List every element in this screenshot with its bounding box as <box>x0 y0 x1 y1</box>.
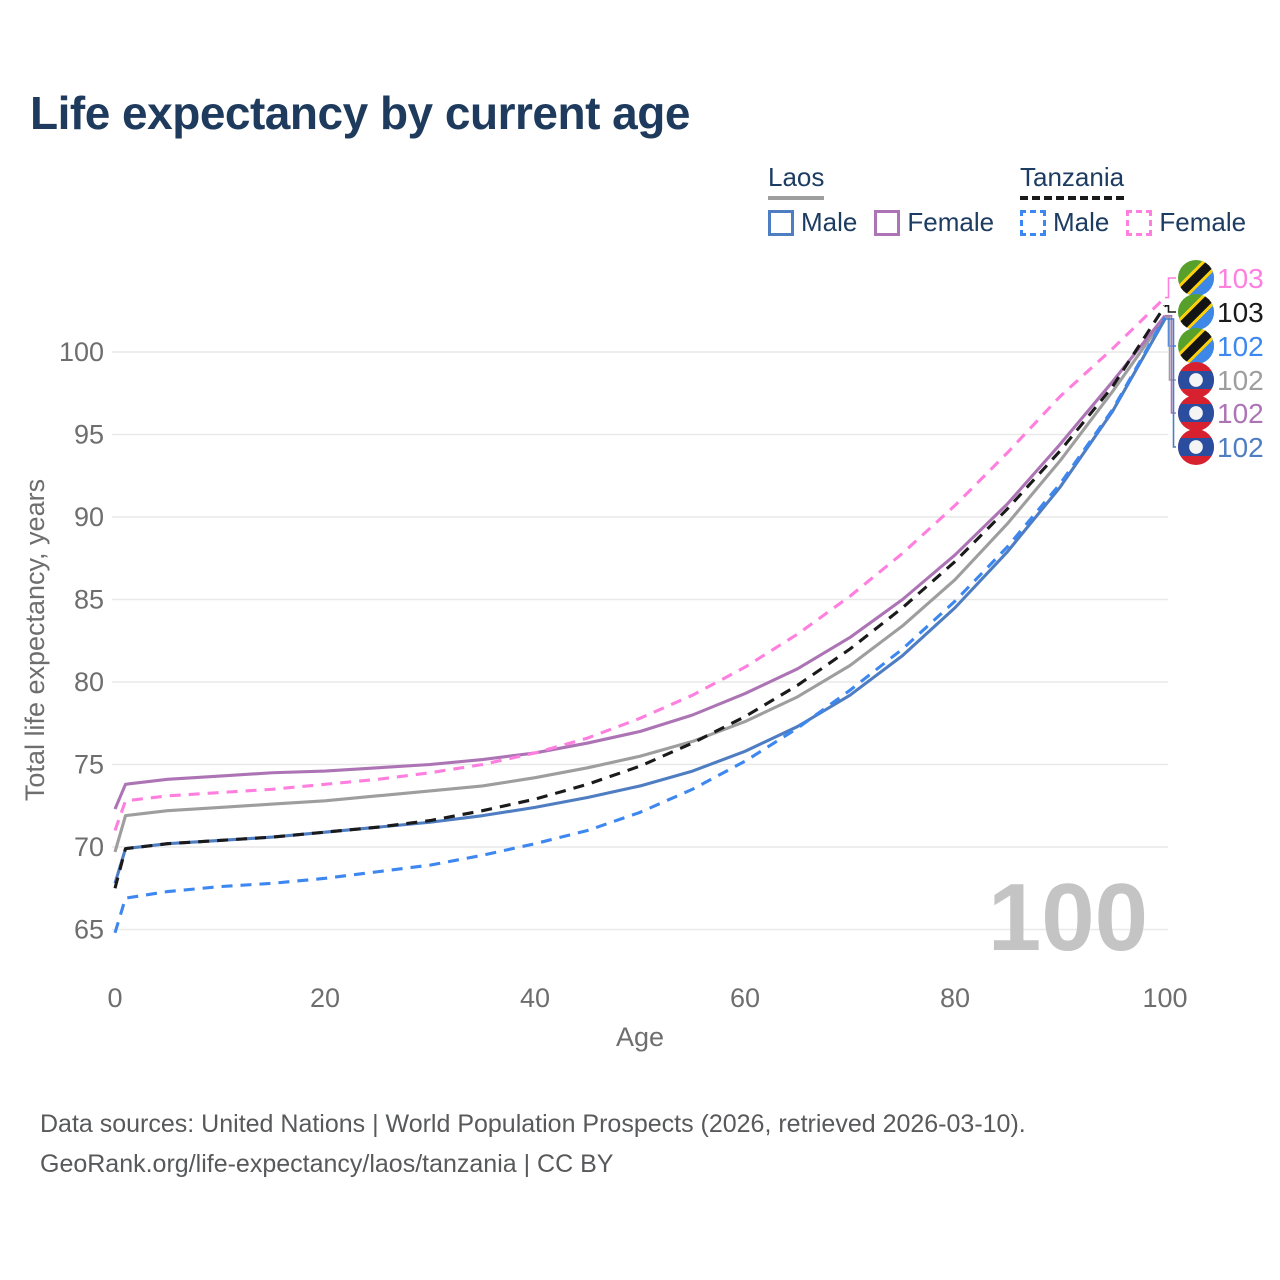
legend-header-laos: Laos <box>768 162 825 200</box>
y-tick-label: 75 <box>74 750 104 780</box>
axis-labels: 65 70 75 80 85 90 95 100 0 20 40 60 80 100 Age Total li… <box>20 337 1188 1052</box>
tanzania-flag-icon <box>1178 260 1214 296</box>
y-tick-label: 90 <box>74 502 104 532</box>
laos-male-swatch-icon <box>768 209 794 236</box>
series-line-tanzania-female[interactable] <box>113 296 1167 832</box>
legend-group-laos: Laos Male Female <box>768 162 994 238</box>
x-tick-label: 20 <box>310 983 340 1013</box>
leader-line <box>1165 304 1176 313</box>
x-tick-label: 100 <box>1142 983 1187 1013</box>
tanzania-flag-icon <box>1178 294 1214 330</box>
series-line-laos-both-sexes[interactable] <box>113 316 1167 853</box>
leader-line <box>1165 314 1176 414</box>
y-tick-label: 80 <box>74 667 104 697</box>
leader-line <box>1165 277 1176 299</box>
x-tick-label: 40 <box>520 983 550 1013</box>
legend-header-tanzania: Tanzania <box>1020 162 1125 200</box>
end-value-label: 102 <box>1217 365 1264 396</box>
series-line-tanzania-male[interactable] <box>113 316 1167 934</box>
x-tick-label: 80 <box>940 983 970 1013</box>
legend-row-laos: Male Female <box>768 207 994 238</box>
legend-country-label-laos: Laos <box>768 162 825 192</box>
legend-country-label-tanzania: Tanzania <box>1020 162 1125 192</box>
leader-line <box>1165 316 1176 381</box>
legend-row-tanzania: Male Female <box>1020 207 1246 238</box>
page-title: Life expectancy by current age <box>30 87 690 139</box>
y-tick-label: 65 <box>74 915 104 945</box>
legend-item-tanzania-female[interactable]: Female <box>1126 207 1246 238</box>
end-value-label: 103 <box>1217 263 1264 294</box>
footer-source-line: Data sources: United Nations | World Pop… <box>40 1110 1026 1138</box>
end-value-label: 102 <box>1217 432 1264 463</box>
y-tick-label: 85 <box>74 585 104 615</box>
end-value-label: 102 <box>1217 398 1264 429</box>
legend-group-tanzania: Tanzania Male Female <box>1020 162 1246 238</box>
footer-url-line: GeoRank.org/life-expectancy/laos/tanzani… <box>40 1150 614 1178</box>
tanzania-flag-icon <box>1178 328 1214 364</box>
leader-line <box>1165 318 1176 448</box>
y-tick-label: 95 <box>74 420 104 450</box>
legend-item-label: Male <box>801 207 858 237</box>
legend-item-tanzania-male[interactable]: Male <box>1020 207 1109 238</box>
laos-flag-icon <box>1178 429 1214 465</box>
footer: Data sources: United Nations | World Pop… <box>40 1104 1026 1184</box>
x-tick-label: 60 <box>730 983 760 1013</box>
legend-item-laos-female[interactable]: Female <box>874 207 994 238</box>
tanzania-male-swatch-icon <box>1020 209 1046 236</box>
laos-female-swatch-icon <box>874 209 901 236</box>
laos-flag-icon <box>1178 362 1214 398</box>
age-watermark: 100 <box>988 864 1148 971</box>
gridlines <box>112 351 1168 931</box>
series-line-tanzania-both-sexes[interactable] <box>113 304 1167 889</box>
tanzania-female-swatch-icon <box>1126 209 1153 236</box>
legend-item-label: Male <box>1053 207 1110 237</box>
end-value-label: 103 <box>1217 297 1264 328</box>
y-axis-title: Total life expectancy, years <box>20 479 50 801</box>
y-tick-label: 70 <box>74 832 104 862</box>
legend-item-label: Female <box>1159 207 1247 237</box>
legend-item-label: Female <box>907 207 995 237</box>
x-axis-title: Age <box>616 1022 664 1052</box>
legend-item-laos-male[interactable]: Male <box>768 207 857 238</box>
series-line-laos-female[interactable] <box>113 314 1167 810</box>
end-value-label: 102 <box>1217 331 1264 362</box>
leader-line <box>1165 316 1176 347</box>
x-tick-label: 0 <box>107 983 122 1013</box>
chart-canvas[interactable]: 100 65 70 75 80 85 90 95 100 0 20 40 60 80 100 Age Total… <box>0 250 1280 1060</box>
series-line-laos-male[interactable] <box>113 318 1167 884</box>
y-tick-label: 100 <box>59 337 104 367</box>
laos-flag-icon <box>1178 395 1214 431</box>
